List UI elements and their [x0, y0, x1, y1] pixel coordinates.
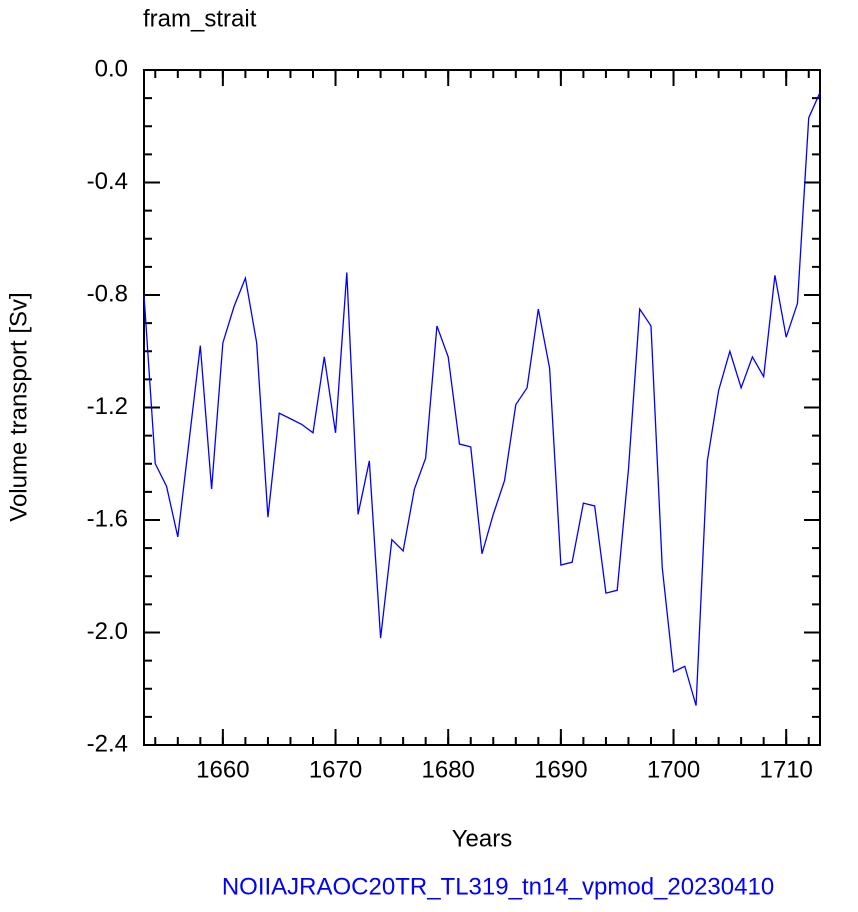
x-tick-label: 1670 [309, 756, 362, 783]
x-tick-label: 1710 [760, 756, 813, 783]
y-tick-label: -0.8 [87, 280, 128, 307]
x-tick-label: 1690 [534, 756, 587, 783]
y-tick-label: -1.2 [87, 393, 128, 420]
y-tick-label: -1.6 [87, 505, 128, 532]
data-line [143, 92, 821, 706]
x-axis-label: Years [452, 825, 513, 852]
y-axis-label: Volume transport [Sv] [5, 292, 32, 521]
y-tick-label: 0.0 [95, 55, 128, 82]
caption: NOIIAJRAOC20TR_TL319_tn14_vpmod_20230410 [222, 873, 774, 900]
y-tick-label: -2.0 [87, 618, 128, 645]
y-tick-label: -0.4 [87, 168, 128, 195]
x-tick-label: 1700 [647, 756, 700, 783]
chart-title: fram_strait [143, 5, 257, 32]
x-tick-label: 1680 [422, 756, 475, 783]
x-tick-label: 1660 [196, 756, 249, 783]
plot-frame [143, 69, 821, 746]
y-tick-label: -2.4 [87, 730, 128, 757]
